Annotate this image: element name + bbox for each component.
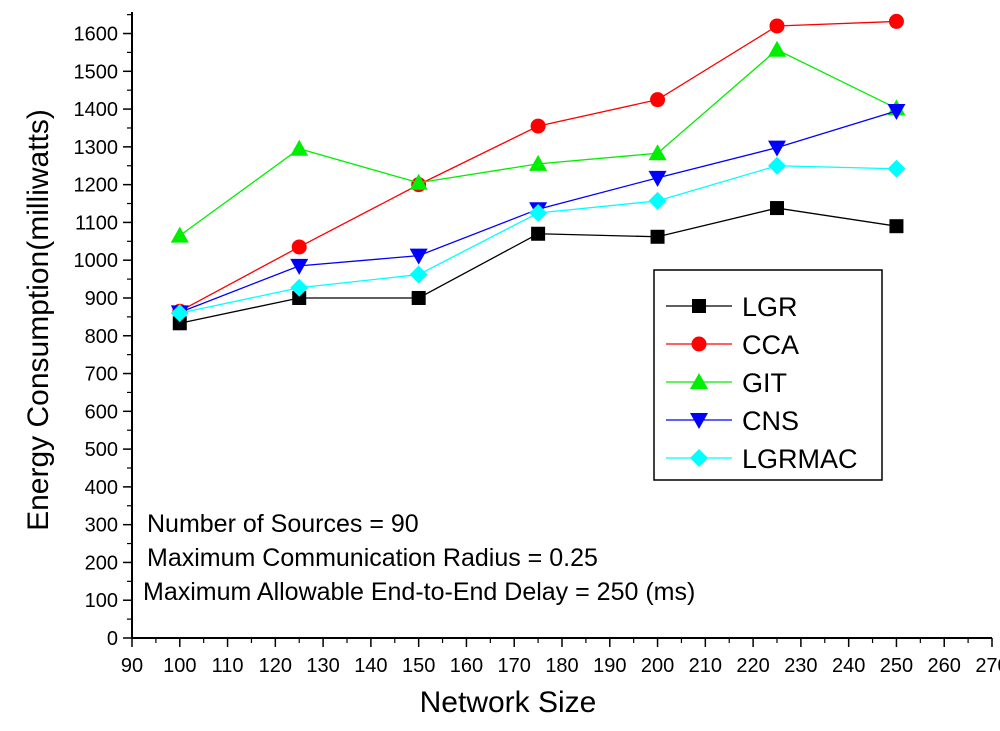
legend-label-cca: CCA: [742, 330, 799, 360]
legend-item-git: GIT: [666, 368, 787, 398]
x-tick-label: 200: [641, 655, 674, 677]
legend-item-cca: CCA: [666, 330, 799, 360]
annotation-radius: Maximum Communication Radius = 0.25: [147, 544, 598, 572]
y-tick-label: 900: [85, 288, 118, 310]
x-tick-label: 230: [784, 655, 817, 677]
y-tick-label: 300: [85, 515, 118, 537]
x-tick-label: 130: [306, 655, 339, 677]
y-tick-label: 100: [85, 590, 118, 612]
x-tick-label: 210: [689, 655, 722, 677]
x-tick-label: 150: [402, 655, 435, 677]
series-cca: [172, 13, 904, 319]
data-point-lgrmac: [887, 159, 906, 178]
data-point-cns: [648, 170, 667, 187]
data-point-cns: [409, 248, 428, 265]
legend-label-git: GIT: [742, 368, 787, 398]
y-tick-label: 0: [107, 628, 118, 650]
data-point-git: [768, 40, 786, 57]
legend-item-cns: CNS: [666, 406, 799, 436]
legend-marker-git: [690, 373, 708, 389]
data-point-cca: [650, 92, 666, 108]
y-tick-label: 1100: [75, 212, 118, 234]
legend-label-lgr: LGR: [742, 292, 798, 322]
legend-label-cns: CNS: [742, 406, 799, 436]
data-point-git: [529, 154, 548, 171]
annotation-delay: Maximum Allowable End-to-End Delay = 250…: [143, 578, 695, 606]
data-point-cns: [887, 103, 906, 120]
data-point-lgr: [172, 316, 187, 331]
data-point-lgr: [531, 226, 546, 241]
y-tick-label: 500: [85, 439, 118, 461]
data-point-cca: [530, 118, 546, 134]
legend-item-lgrmac: LGRMAC: [666, 444, 858, 474]
data-point-git: [648, 144, 667, 161]
x-tick-label: 180: [545, 655, 578, 677]
data-point-lgr: [889, 219, 904, 234]
data-point-lgrmac: [290, 278, 309, 297]
data-point-git: [290, 139, 309, 156]
y-tick-label: 1500: [74, 61, 119, 83]
series-lgrmac: [170, 156, 906, 323]
y-tick-label: 1300: [74, 137, 119, 159]
data-point-cca: [888, 13, 904, 29]
y-tick-label: 700: [85, 364, 118, 386]
y-tick-label: 800: [85, 326, 118, 348]
y-tick-label: 1000: [74, 250, 119, 272]
data-point-lgr: [411, 290, 426, 305]
legend-label-lgrmac: LGRMAC: [742, 444, 858, 474]
x-axis-title: Network Size: [420, 686, 597, 719]
x-tick-label: 190: [593, 655, 626, 677]
data-point-lgrmac: [648, 191, 667, 210]
series-lgr: [172, 201, 904, 331]
x-tick-label: 160: [450, 655, 483, 677]
data-point-cca: [291, 239, 307, 255]
y-tick-label: 1600: [74, 24, 119, 46]
annotation-sources: Number of Sources = 90: [147, 510, 419, 538]
y-axis-title: Energy Consumption(milliwatts): [22, 109, 55, 531]
data-point-git: [409, 173, 428, 190]
legend-marker-cns: [690, 413, 708, 429]
plot-series: [170, 13, 906, 331]
data-point-cca: [769, 18, 785, 34]
y-tick-label: 600: [85, 401, 118, 423]
x-tick-label: 140: [354, 655, 387, 677]
x-tick-label: 250: [880, 655, 913, 677]
data-point-cns: [290, 258, 309, 275]
x-tick-label: 270: [975, 655, 1000, 677]
data-point-lgr: [650, 229, 665, 244]
x-tick-label: 260: [928, 655, 961, 677]
legend: LGR CCA GIT CNS LGRMAC: [653, 269, 883, 481]
data-point-git: [170, 226, 189, 243]
data-point-lgrmac: [409, 265, 428, 284]
annotations: Number of Sources = 90 Maximum Communica…: [143, 510, 695, 606]
x-tick-label: 220: [736, 655, 769, 677]
x-tick-label: 100: [163, 655, 196, 677]
x-tick-label: 240: [832, 655, 865, 677]
y-tick-label: 200: [85, 552, 118, 574]
data-point-lgr: [770, 201, 784, 216]
x-tick-label: 170: [498, 655, 531, 677]
data-point-cns: [768, 140, 786, 157]
legend-marker-cca: [691, 336, 707, 352]
y-tick-label: 400: [85, 477, 118, 499]
y-tick-label: 1200: [74, 175, 119, 197]
data-point-lgr: [292, 290, 307, 305]
axes: 90 100 110 120 130 140 150 160 170 180 190 200 210 22…: [74, 12, 1000, 677]
x-tick-label: 120: [259, 655, 292, 677]
data-point-lgrmac: [170, 304, 189, 323]
x-tick-label: 110: [212, 655, 244, 677]
legend-marker-lgr: [692, 299, 706, 313]
legend-marker-lgrmac: [690, 449, 708, 467]
y-tick-label: 1400: [74, 99, 119, 121]
data-point-lgrmac: [529, 203, 548, 222]
data-point-lgrmac: [768, 156, 786, 175]
x-tick-label: 90: [121, 655, 143, 677]
legend-item-lgr: LGR: [666, 292, 798, 322]
